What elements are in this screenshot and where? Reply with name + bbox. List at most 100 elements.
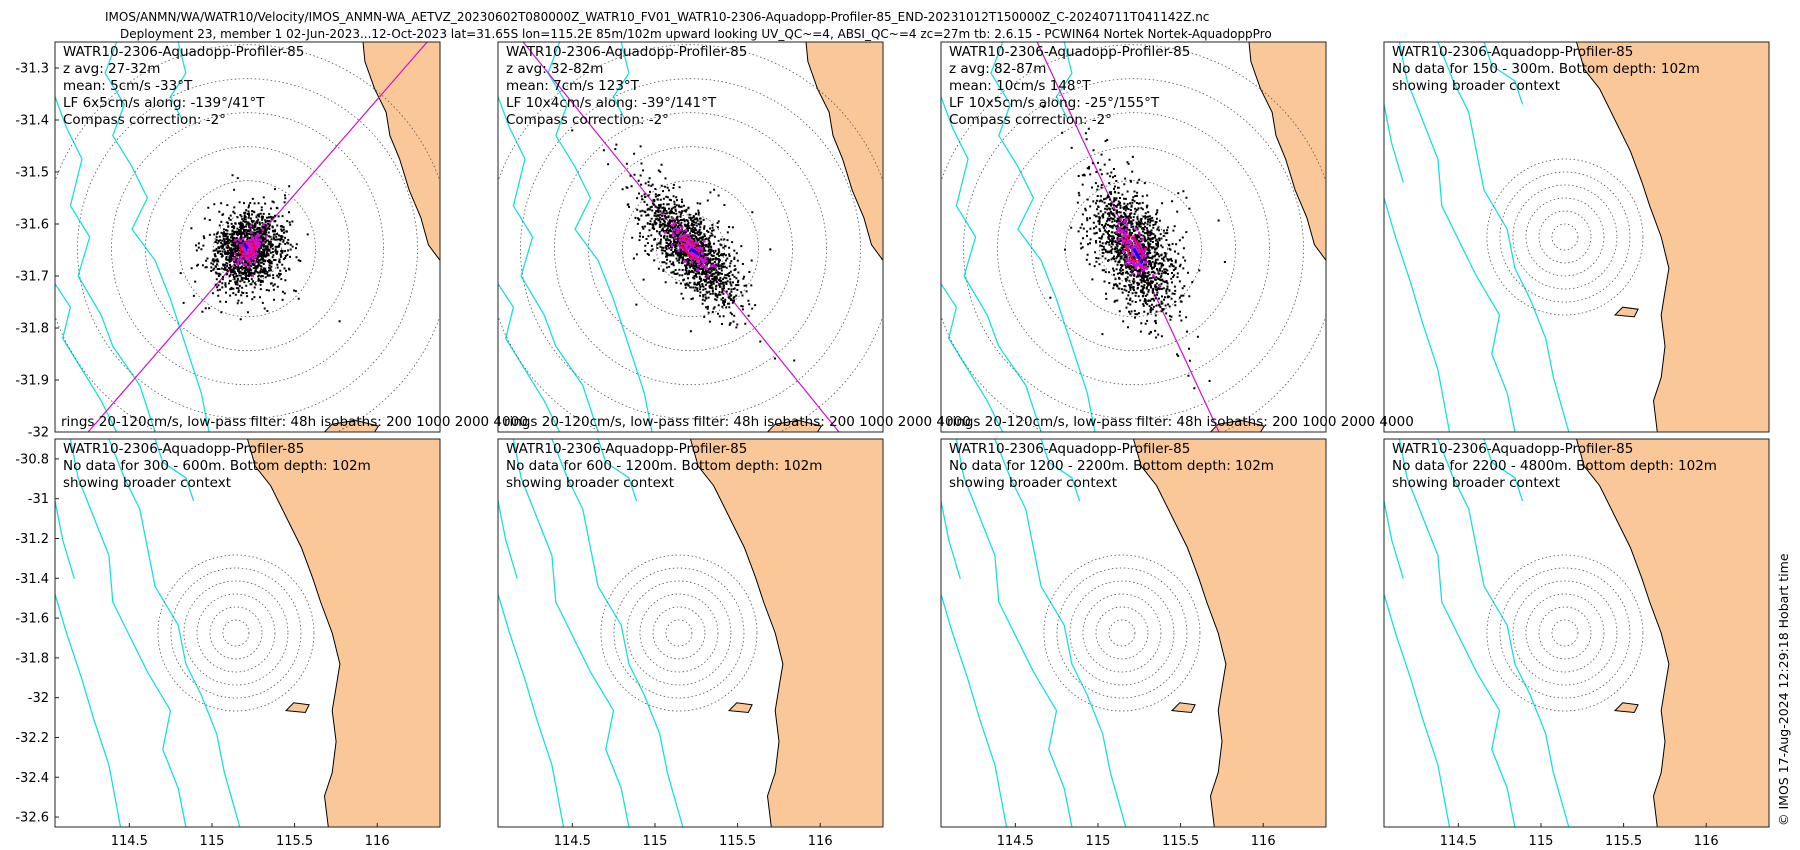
- panel-lf-label: LF 6x5cm/s along: -139°/41°T: [63, 95, 265, 111]
- island-polygon: [323, 419, 380, 432]
- x-tick-label: 114.5: [1440, 834, 1477, 849]
- x-tick-label: 115: [200, 834, 225, 849]
- y-tick-label: -31.5: [15, 166, 49, 181]
- isobath-line: [55, 594, 122, 827]
- panel-title: WATR10-2306-Aquadopp-Profiler-85: [506, 441, 747, 457]
- x-tick-label: 116: [808, 834, 833, 849]
- x-tick-label: 115.5: [1605, 834, 1642, 849]
- panel-content: [55, 42, 440, 432]
- y-tick-label: -32.4: [15, 771, 49, 786]
- land-polygon: [1132, 439, 1326, 827]
- x-tick-label: 115: [1529, 834, 1554, 849]
- panel-context-label: showing broader context: [1392, 475, 1560, 491]
- panel-compass-label: Compass correction: -2°: [506, 112, 669, 128]
- panel-border: [497, 438, 884, 828]
- y-tick-label: -31.4: [15, 572, 49, 587]
- speed-ring-120: [498, 44, 883, 432]
- y-tick-label: -31: [28, 492, 49, 507]
- isobath-line: [547, 42, 653, 432]
- land-polygon: [689, 439, 883, 827]
- island-polygon: [766, 419, 823, 432]
- speed-ring-60: [1525, 197, 1605, 277]
- speed-ring-40: [209, 606, 263, 660]
- speed-ring-20: [1551, 223, 1579, 251]
- panel-p8: WATR10-2306-Aquadopp-Profiler-85 No data…: [1383, 438, 1770, 828]
- land-polygon: [1575, 439, 1769, 827]
- speed-ring-40: [652, 606, 706, 660]
- velocity-scatter: [571, 129, 796, 362]
- isobath-line: [551, 439, 684, 827]
- speed-ring-20: [222, 619, 250, 647]
- mean-velocity-arrow: [1132, 247, 1144, 264]
- y-tick-label: -31.4: [15, 114, 49, 129]
- panel-title: WATR10-2306-Aquadopp-Profiler-85: [1392, 44, 1633, 60]
- panel-nodata-label: No data for 300 - 600m. Bottom depth: 10…: [63, 458, 371, 474]
- land-polygon: [362, 42, 440, 262]
- isobath-line: [597, 439, 638, 502]
- isobath-line: [69, 439, 187, 827]
- isobath-line: [154, 439, 195, 502]
- speed-ring-20: [1551, 619, 1579, 647]
- panel-context-label: showing broader context: [949, 475, 1117, 491]
- y-tick-label: -31.6: [15, 612, 49, 627]
- panel-border: [497, 41, 884, 433]
- speed-ring-60: [196, 593, 276, 673]
- panel-p1: WATR10-2306-Aquadopp-Profiler-85 z avg: …: [54, 41, 441, 433]
- speed-ring-80: [1069, 580, 1175, 686]
- x-tick-label: 114.5: [554, 834, 591, 849]
- isobath-line: [941, 96, 1042, 432]
- panel-content: [498, 42, 883, 432]
- speed-ring-120: [55, 44, 440, 432]
- speed-ring-20: [665, 619, 693, 647]
- y-tick-label: -31.8: [15, 322, 49, 337]
- panel-depth-label: z avg: 82-87m: [949, 61, 1046, 77]
- panel-compass-label: Compass correction: -2°: [63, 112, 226, 128]
- isobath-line: [1483, 42, 1524, 105]
- isobath-line: [55, 283, 118, 432]
- rings-footnote: rings 20-120cm/s, low-pass filter: 48h i…: [504, 414, 971, 430]
- panel-p7: WATR10-2306-Aquadopp-Profiler-85 No data…: [940, 438, 1327, 828]
- speed-ring-20: [1108, 619, 1136, 647]
- panel-border: [54, 41, 441, 433]
- isobath-line: [108, 439, 241, 827]
- panel-border: [54, 438, 441, 828]
- island-polygon: [727, 702, 753, 714]
- variance-ellipse: [680, 237, 701, 260]
- panel-depth-label: z avg: 32-82m: [506, 61, 603, 77]
- y-tick-label: -30.8: [15, 452, 49, 467]
- panel-title: WATR10-2306-Aquadopp-Profiler-85: [506, 44, 747, 60]
- isobath-line: [104, 42, 210, 432]
- rings-footnote: rings 20-120cm/s, low-pass filter: 48h i…: [947, 414, 1414, 430]
- x-tick-label: 115.5: [276, 834, 313, 849]
- x-tick-label: 115: [643, 834, 668, 849]
- panel-lf-label: LF 10x5cm/s along: -25°/155°T: [949, 95, 1160, 111]
- x-tick-label: 116: [1694, 834, 1719, 849]
- panel-title: WATR10-2306-Aquadopp-Profiler-85: [63, 44, 304, 60]
- panel-content: [1384, 439, 1769, 827]
- isobath-line: [1437, 42, 1570, 432]
- file-path-title: IMOS/ANMN/WA/WATR10/Velocity/IMOS_ANMN-W…: [105, 10, 1209, 24]
- axes-layer: -32 -31.9 -31.8 -31.7 -31.6 -31.5 -31.4 -31.3 -3…: [15, 62, 1718, 850]
- panel-p3: WATR10-2306-Aquadopp-Profiler-85 z avg: …: [940, 41, 1327, 433]
- speed-ring-60: [639, 593, 719, 673]
- panel-compass-label: Compass correction: -2°: [949, 112, 1112, 128]
- speed-ring-40: [1538, 606, 1592, 660]
- panel-mean-label: mean: 7cm/s 123°T: [506, 78, 640, 94]
- panel-mean-label: mean: 5cm/s -33°T: [63, 78, 193, 94]
- panel-nodata-label: No data for 150 - 300m. Bottom depth: 10…: [1392, 61, 1700, 77]
- speed-ring-40: [1095, 606, 1149, 660]
- isobath-line: [498, 594, 565, 827]
- speed-ring-100: [1499, 567, 1631, 699]
- land-polygon: [1575, 42, 1769, 432]
- panel-nodata-label: No data for 2200 - 4800m. Bottom depth: …: [1392, 458, 1717, 474]
- panel-title: WATR10-2306-Aquadopp-Profiler-85: [1392, 441, 1633, 457]
- x-tick-label: 114.5: [997, 834, 1034, 849]
- y-tick-label: -32: [28, 426, 49, 441]
- isobath-line: [941, 283, 1004, 432]
- lowpass-scatter: [663, 217, 718, 278]
- panel-content: [55, 439, 440, 827]
- y-tick-label: -31.9: [15, 374, 49, 389]
- speed-ring-120: [157, 554, 315, 712]
- speed-ring-100: [520, 78, 861, 420]
- isobath-line: [990, 42, 1096, 432]
